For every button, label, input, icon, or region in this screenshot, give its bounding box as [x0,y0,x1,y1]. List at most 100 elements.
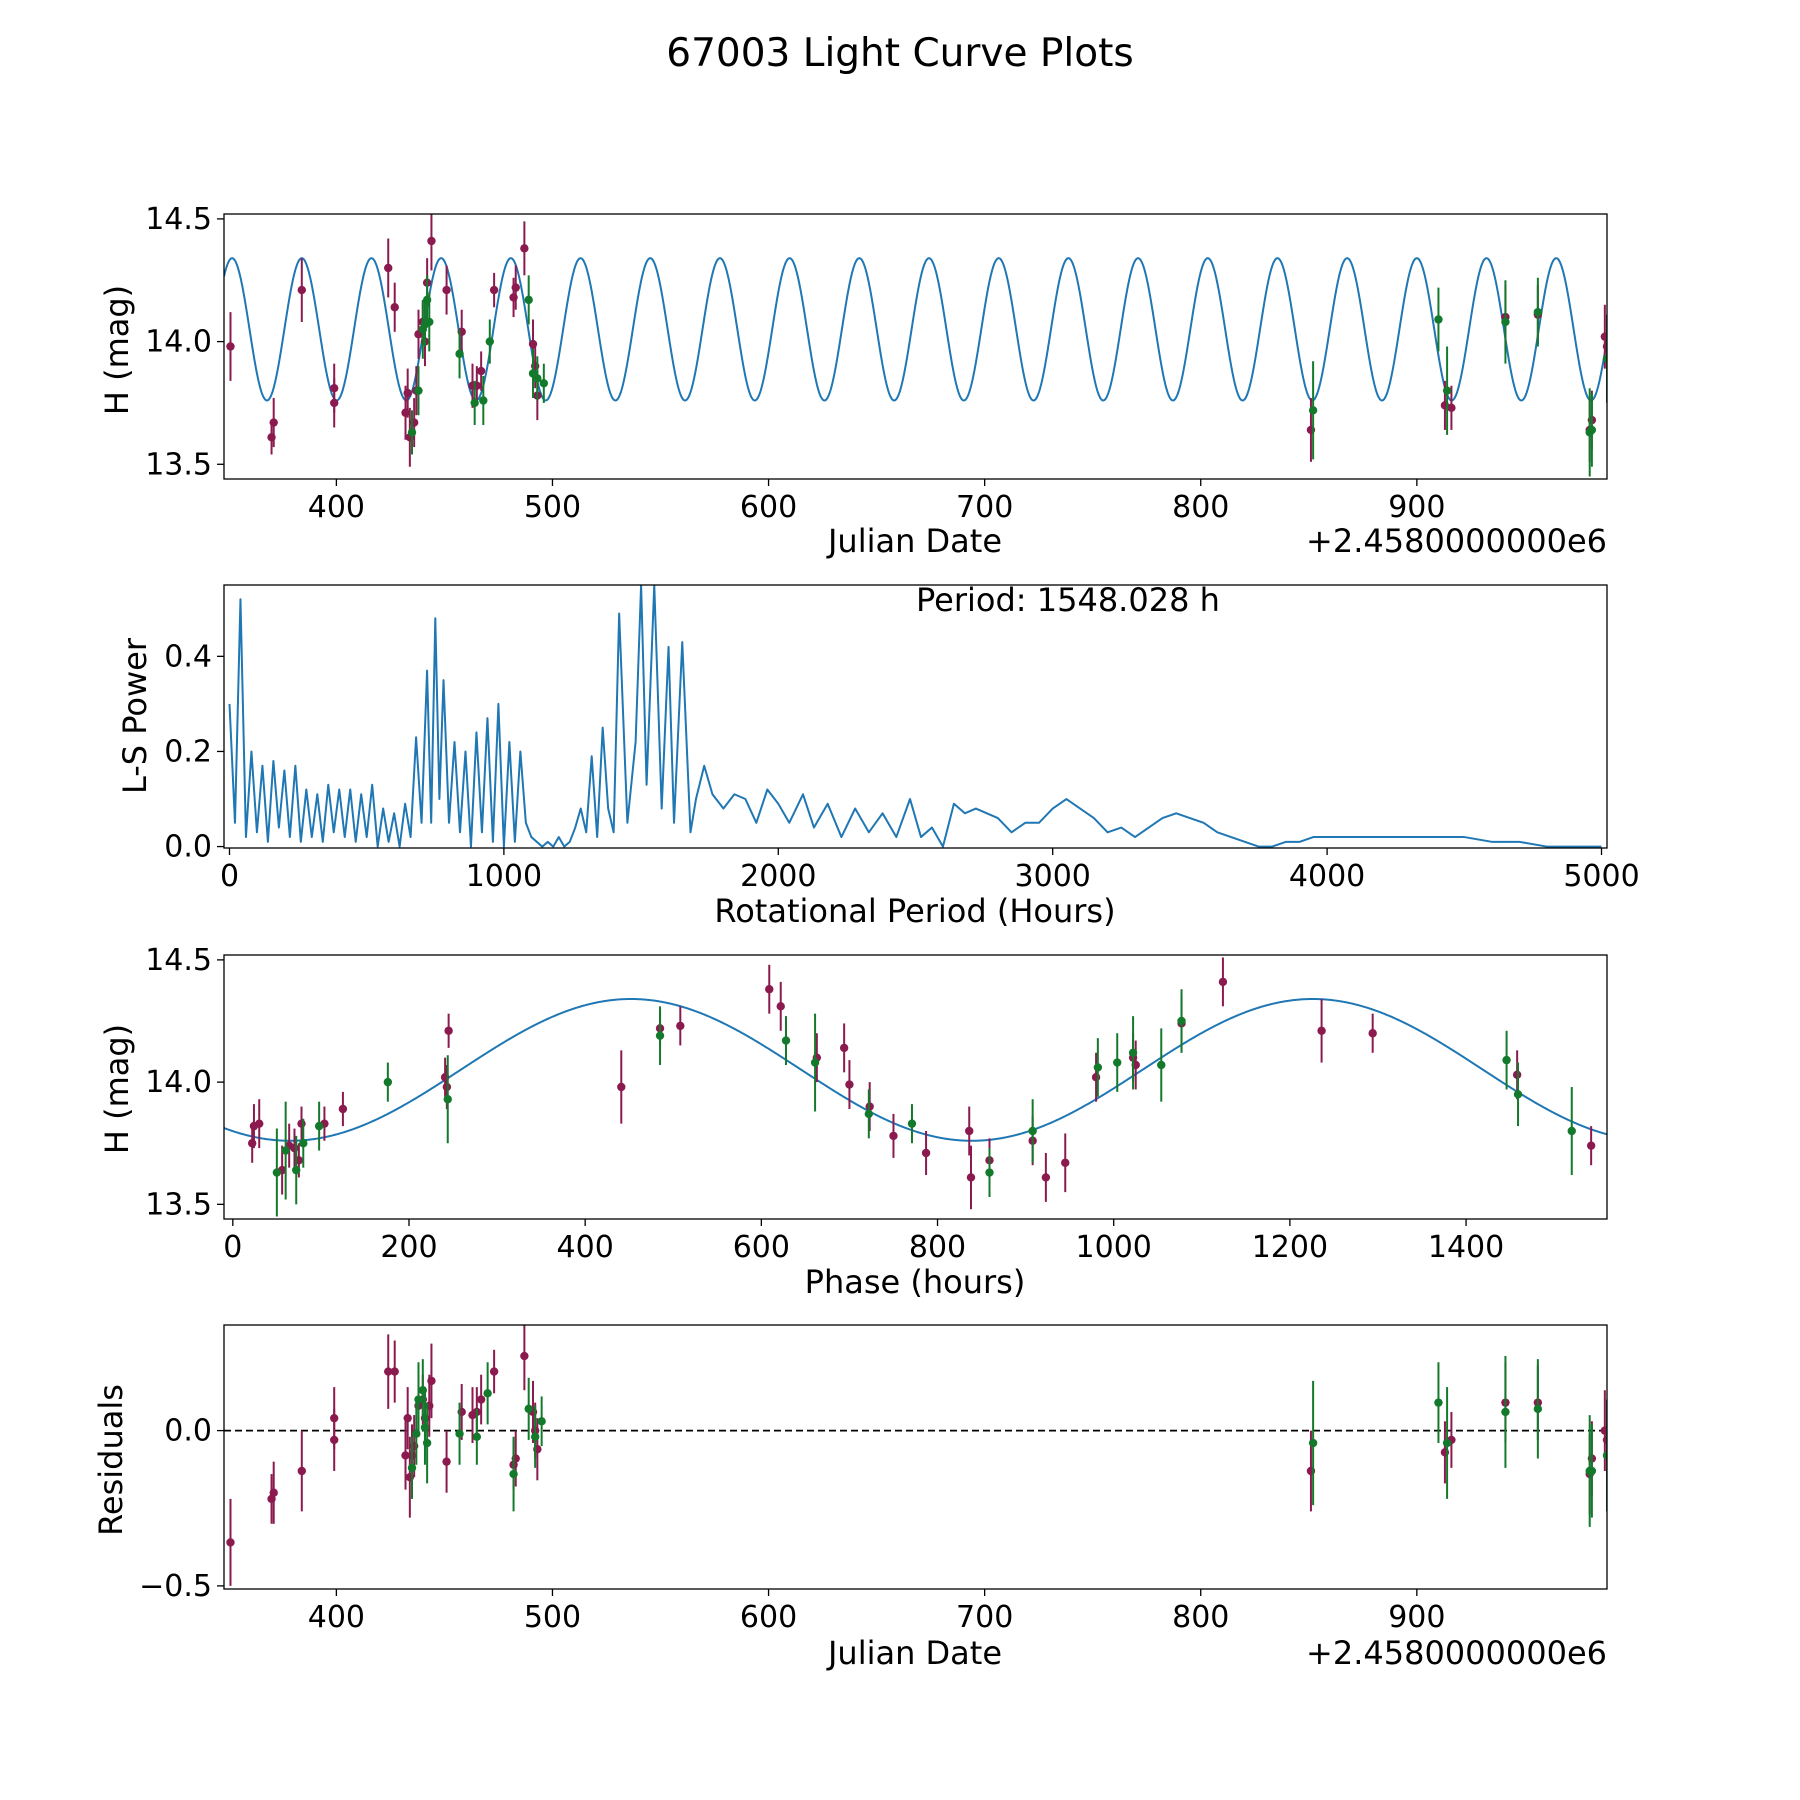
residuals-offset-text: +2.4580000000e6 [1306,1634,1607,1672]
residuals-data-point [1434,1398,1443,1407]
lightcurve-data-point [470,398,479,408]
phased-data-point [255,1119,264,1128]
lightcurve-xtick-label: 600 [740,490,797,525]
periodogram-plot-area [228,585,1602,848]
residuals-data-point [520,1351,529,1361]
residuals-data-point [1533,1404,1543,1414]
residuals-data-point [489,1367,499,1376]
phased-data-point [281,1146,290,1155]
residuals-data-point [476,1395,486,1404]
phased-ytick-label: 13.5 [145,1187,212,1222]
lightcurve-data-point [226,342,235,351]
lightcurve-data-point [427,236,436,246]
phased-data-point [1502,1055,1511,1065]
lightcurve-data-point [1501,317,1510,327]
residuals-ytick-label: 0.0 [164,1414,212,1449]
phased-data-point [1586,1141,1596,1150]
phased-data-point [921,1148,931,1158]
phased-data-point [1177,1016,1186,1026]
lightcurve-data-point [425,317,434,327]
phased-data-point [247,1139,257,1148]
periodogram-xtick-label: 0 [220,859,239,894]
lightcurve-data-point [511,283,520,292]
periodogram-ylabel: L-S Power [116,637,154,794]
phased-data-point [839,1043,849,1053]
phased-panel: Phase (hours) H (mag) 0 200 400 600 800 1000 1… [98,943,1608,1301]
lightcurve-axes-frame [223,213,1608,480]
residuals-data-point [442,1457,451,1466]
residuals-data-point [1587,1466,1597,1476]
phased-data-point [655,1031,665,1040]
phased-data-point [1317,1026,1326,1035]
phased-data-point [1041,1173,1051,1182]
phased-data-point [292,1165,301,1175]
phased-data-point [383,1077,393,1087]
residuals-data-point [455,1429,464,1438]
phased-data-point [810,1058,820,1067]
residuals-data-point [1442,1438,1452,1448]
residuals-data-point [483,1389,492,1398]
figure-title: 67003 Light Curve Plots [666,31,1133,76]
lightcurve-data-point [1308,406,1318,415]
power-series-line [228,585,1602,848]
residuals-data-point [537,1417,546,1426]
lightcurve-data-point [533,374,542,383]
phased-model-curve [224,998,1607,1142]
phased-xtick-label: 600 [733,1230,790,1265]
residuals-data-point [1602,1451,1607,1460]
periodogram-panel: Rotational Period (Hours) L-S Power Peri… [116,581,1640,930]
residuals-xtick-label: 800 [1172,1600,1229,1635]
residuals-panel: Julian Date Residuals +2.4580000000e6 40… [92,1324,1608,1672]
lightcurve-data-point [479,396,488,405]
residuals-data-point [401,1451,410,1460]
lightcurve-data-point [455,349,464,359]
residuals-data-point [403,1413,412,1423]
phased-axes-frame [223,954,1608,1220]
residuals-ylabel: Residuals [92,1384,130,1536]
residuals-data-point [297,1466,306,1476]
phased-data-point [907,1119,917,1128]
phased-data-point [314,1121,324,1131]
residuals-data-point [330,1435,339,1445]
phased-data-point [444,1026,453,1035]
phased-data-point [864,1109,874,1119]
periodogram-ytick-label: 0.4 [164,639,212,674]
residuals-data-point [269,1488,278,1497]
periodogram-xlabel: Rotational Period (Hours) [714,892,1115,930]
phased-data-point [1091,1073,1101,1082]
periodogram-ytick-label: 0.0 [164,830,212,865]
lightcurve-data-point [442,285,451,295]
lightcurve-data-point [485,337,494,346]
phased-data-point [617,1082,626,1092]
phased-data-point [299,1139,308,1148]
periodogram-xtick-label: 1000 [466,859,542,894]
lightcurve-data-point [384,263,393,273]
periodogram-xtick-label: 5000 [1563,859,1639,894]
phased-ylabel: H (mag) [98,1024,136,1154]
phased-data-point [845,1080,854,1089]
phased-data-point [1061,1158,1070,1167]
periodogram-axes-frame [223,584,1608,849]
residuals-xtick-label: 900 [1388,1600,1445,1635]
residuals-xtick-label: 400 [308,1600,365,1635]
phased-xtick-label: 1200 [1252,1230,1328,1265]
phased-xtick-label: 1000 [1076,1230,1152,1265]
residuals-data-point [390,1367,399,1376]
lightcurve-data-point [1602,354,1607,363]
phased-data-point [1368,1029,1377,1038]
residuals-data-point [414,1395,423,1404]
periodogram-xtick-label: 3000 [1015,859,1091,894]
phased-ytick-label: 14.5 [145,943,212,978]
residuals-data-point [384,1367,393,1376]
lightcurve-data-point [1442,386,1452,395]
phased-data-point [338,1104,348,1114]
phased-data-point [1567,1126,1576,1136]
phased-data-point [966,1173,976,1182]
lightcurve-data-point [1600,332,1607,341]
phased-data-point [965,1126,974,1136]
lightcurve-xtick-label: 900 [1388,490,1445,525]
residuals-data-point [1602,1435,1607,1445]
phased-xtick-label: 1400 [1428,1230,1504,1265]
residuals-data-point [407,1463,417,1473]
